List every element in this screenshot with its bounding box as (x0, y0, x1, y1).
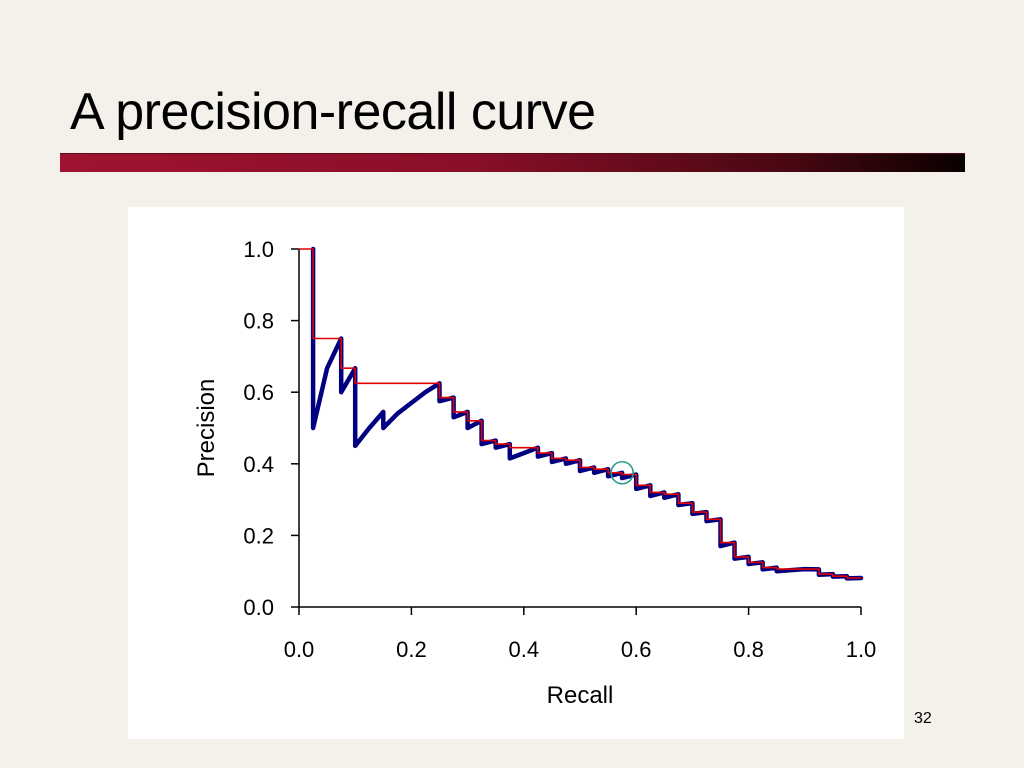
x-tick-label: 0.2 (396, 637, 427, 662)
chart-series-layer (298, 246, 864, 581)
precision-recall-curve (310, 246, 864, 581)
precision-recall-chart: 0.0 0.2 0.4 0.6 0.8 1.0 0.0 0.2 0.4 0.6 0.8 1.0 Rec… (193, 237, 876, 709)
x-axis-title: Recall (547, 682, 614, 709)
x-tick-label: 0.0 (284, 637, 315, 662)
chart-axes (291, 248, 862, 615)
x-tick-label: 0.8 (733, 637, 764, 662)
page-number: 32 (914, 710, 932, 727)
x-tick-label: 1.0 (846, 637, 877, 662)
y-axis-title: Precision (193, 379, 220, 478)
interpolated-precision-line (298, 248, 862, 579)
y-tick-label: 0.0 (243, 595, 274, 620)
y-tick-label: 1.0 (243, 237, 274, 262)
highlight-circle-marker (610, 460, 634, 485)
y-tick-label: 0.8 (243, 309, 274, 334)
x-tick-label: 0.6 (621, 637, 652, 662)
slide-title: A precision-recall curve (70, 83, 596, 141)
y-tick-label: 0.2 (243, 523, 274, 548)
chart-panel: 0.0 0.2 0.4 0.6 0.8 1.0 0.0 0.2 0.4 0.6 0.8 1.0 Rec… (128, 207, 904, 739)
chart-tick-labels: 0.0 0.2 0.4 0.6 0.8 1.0 0.0 0.2 0.4 0.6 0.8 1.0 (243, 237, 876, 662)
title-underline-bar (60, 153, 965, 172)
x-tick-label: 0.4 (509, 637, 540, 662)
y-tick-label: 0.4 (243, 452, 274, 477)
y-tick-label: 0.6 (243, 380, 274, 405)
